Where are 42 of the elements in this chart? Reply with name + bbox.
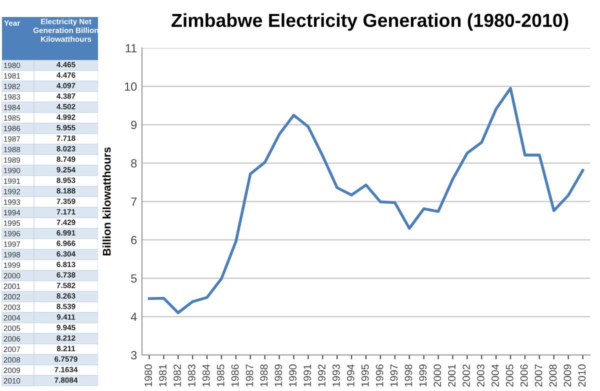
x-tick-label: 2002	[462, 364, 470, 387]
x-tick-label: 1991	[304, 364, 311, 386]
y-tick-label: 9	[131, 120, 137, 130]
x-tick-label: 2008	[549, 364, 557, 387]
x-tick-label: 2000	[434, 364, 442, 387]
x-tick-label: 2007	[534, 364, 542, 387]
x-tick-label: 2005	[506, 364, 514, 387]
y-tick-label: 8	[131, 159, 137, 168]
y-axis-title: Billion kilowatthours	[102, 147, 111, 256]
x-tick-label: 2003	[477, 364, 484, 387]
x-tick-label: 1993	[332, 364, 340, 386]
x-tick-label: 1983	[188, 364, 196, 386]
x-tick-label: 1988	[260, 364, 268, 386]
x-tick-label: 1990	[289, 364, 297, 386]
x-tick-label: 1981	[159, 364, 166, 386]
x-tick-label: 1997	[390, 364, 398, 386]
x-tick-label: 2001	[448, 364, 456, 387]
x-tick-label: 2006	[520, 364, 528, 387]
x-tick-label: 2010	[578, 364, 586, 387]
y-tick-label: 11	[126, 44, 137, 52]
y-tick-label: 4	[130, 312, 137, 321]
chart-title: Zimbabwe Electricity Generation (1980-2010)	[172, 13, 568, 31]
x-tick-label: 2004	[491, 364, 499, 387]
x-tick-label: 1985	[216, 364, 224, 386]
x-tick-label: 1998	[404, 364, 412, 386]
x-tick-label: 1986	[231, 364, 239, 386]
x-tick-label: 1994	[346, 364, 354, 386]
y-tick-label: 10	[124, 82, 137, 91]
y-tick-label: 5	[131, 274, 137, 283]
x-tick-label: 1999	[419, 364, 427, 386]
x-tick-label: 1989	[274, 364, 282, 386]
x-tick-label: 1982	[174, 364, 181, 386]
y-tick-label: 6	[131, 236, 137, 244]
x-tick-label: 2009	[564, 364, 572, 387]
y-tick-label: 7	[131, 198, 137, 206]
y-tick-label: 3	[131, 351, 137, 360]
x-tick-label: 1992	[318, 364, 326, 386]
x-tick-label: 1996	[376, 364, 384, 386]
x-tick-label: 1995	[361, 364, 369, 386]
x-tick-label: 1987	[246, 364, 254, 386]
line-series	[148, 86, 584, 314]
x-tick-label: 1984	[202, 364, 210, 386]
